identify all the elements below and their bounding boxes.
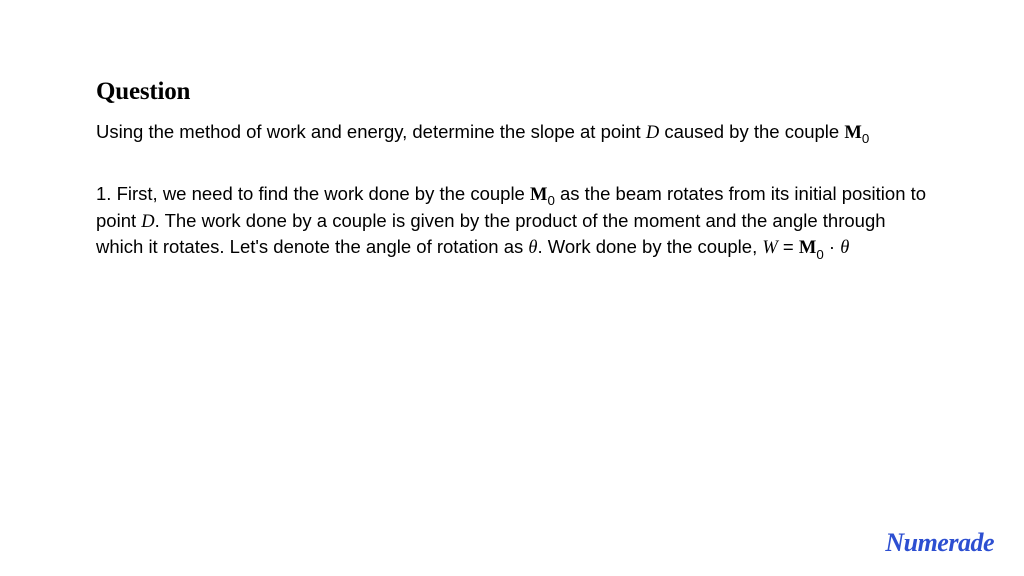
numerade-logo: Numerade	[885, 528, 994, 558]
couple-M: M	[844, 123, 861, 143]
ans-var-D: D	[141, 212, 154, 232]
step-number: 1.	[96, 183, 117, 204]
prompt-text-pre: Using the method of work and energy, det…	[96, 121, 646, 142]
question-prompt: Using the method of work and energy, det…	[96, 120, 928, 148]
formula-theta: θ	[840, 238, 849, 258]
question-heading: Question	[96, 78, 928, 106]
prompt-text-mid: caused by the couple	[659, 121, 844, 142]
couple-M-sub: 0	[862, 131, 869, 146]
answer-text-1: First, we need to find the work done by …	[117, 183, 530, 204]
formula-M-sub: 0	[816, 247, 823, 262]
formula-dot: ·	[824, 236, 840, 257]
formula-eq: =	[778, 236, 799, 257]
answer-step-1: 1. First, we need to find the work done …	[96, 182, 928, 263]
document-page: Question Using the method of work and en…	[0, 0, 1024, 263]
formula-W: W	[762, 238, 777, 258]
ans-couple-M: M	[530, 185, 547, 205]
formula-M: M	[799, 238, 816, 258]
ans-couple-M-sub: 0	[547, 193, 554, 208]
answer-text-4: . Work done by the couple,	[537, 236, 762, 257]
var-D: D	[646, 123, 659, 143]
work-formula: W = M0 · θ	[762, 236, 849, 257]
